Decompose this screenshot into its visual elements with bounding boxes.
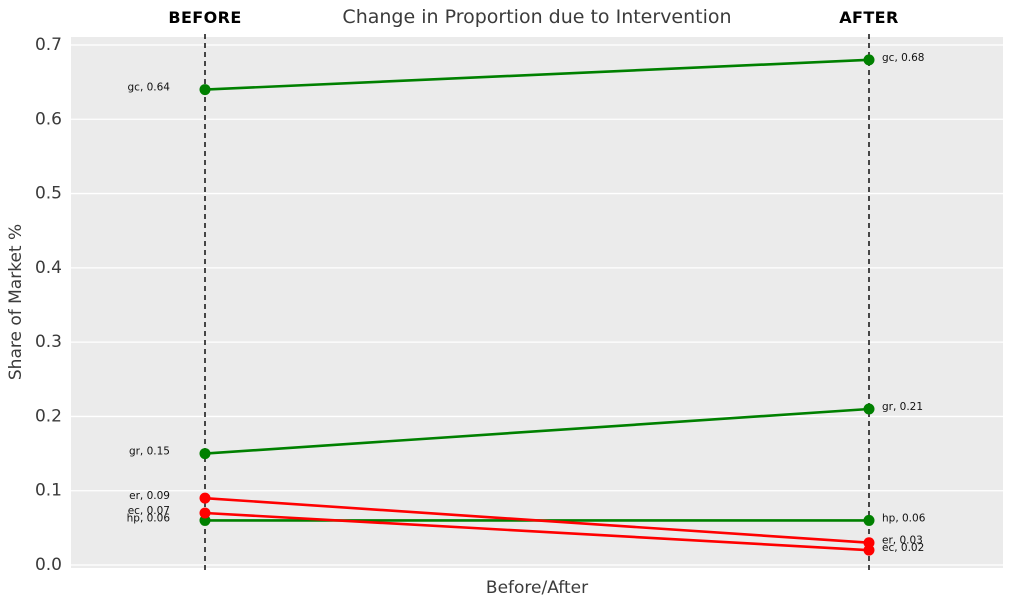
series-line-gc: [204, 58, 870, 91]
y-tick-label: 0.6: [35, 109, 62, 129]
point-ec-after: [863, 544, 875, 556]
y-tick-label: 0.5: [35, 184, 62, 204]
point-label-hp-after: hp, 0.06: [882, 512, 926, 524]
plot-panel: [71, 37, 1003, 568]
point-label-hp-before: hp, 0.06: [127, 512, 171, 524]
point-hp-after: [863, 514, 875, 526]
chart-title: Change in Proportion due to Intervention: [342, 6, 732, 28]
y-tick-label: 0.3: [35, 332, 62, 352]
point-label-gc-before: gc, 0.64: [128, 82, 171, 94]
point-gr-after: [863, 403, 875, 415]
y-tick-label: 0.7: [35, 35, 62, 55]
point-label-gr-before: gr, 0.15: [129, 446, 170, 458]
point-gc-before: [199, 84, 211, 96]
y-tick-label: 0.4: [35, 258, 62, 278]
series-line-ec: [204, 511, 870, 552]
point-er-before: [199, 492, 211, 504]
column-header-after: AFTER: [839, 8, 899, 27]
point-ec-before: [199, 507, 211, 519]
point-label-ec-after: ec, 0.02: [882, 542, 924, 554]
point-label-er-after: er, 0.03: [882, 535, 923, 547]
series-line-gr: [204, 407, 870, 455]
point-label-ec-before: ec, 0.07: [128, 505, 170, 517]
column-header-before: BEFORE: [168, 8, 242, 27]
y-tick-label: 0.1: [35, 481, 62, 501]
point-label-gr-after: gr, 0.21: [882, 401, 923, 413]
point-label-gc-after: gc, 0.68: [882, 52, 925, 64]
y-tick-label: 0.0: [35, 555, 62, 575]
y-tick-label: 0.2: [35, 406, 62, 426]
series-line-er: [204, 496, 870, 545]
x-axis-label: Before/After: [485, 578, 589, 598]
point-label-er-before: er, 0.09: [129, 490, 170, 502]
point-gc-after: [863, 54, 875, 66]
point-gr-before: [199, 448, 211, 460]
